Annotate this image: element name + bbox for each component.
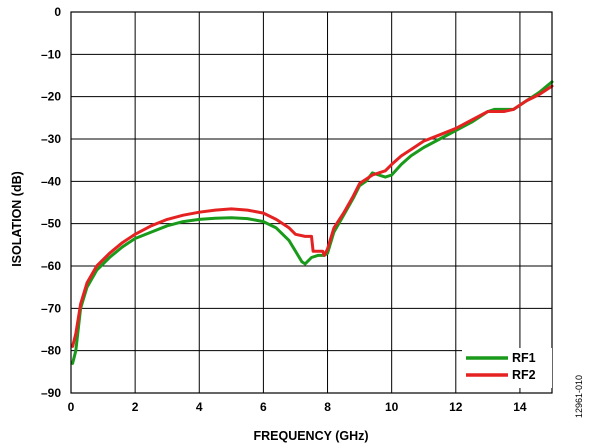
series-line-rf2 (71, 84, 554, 348)
plot-frame (70, 11, 553, 394)
x-tick-label: 8 (324, 400, 331, 414)
x-tick-label: 12 (449, 400, 463, 414)
y-tick-label: 0 (54, 5, 61, 19)
y-tick-label: –40 (41, 174, 61, 188)
legend-label-rf2: RF2 (512, 368, 536, 382)
y-tick-label: –10 (41, 47, 61, 61)
y-tick-label: –30 (41, 132, 61, 146)
y-tick-label: –60 (41, 259, 61, 273)
x-tick-label: 14 (513, 400, 527, 414)
y-tick-label: –80 (41, 344, 61, 358)
x-tick-label: 6 (260, 400, 267, 414)
legend: RF1 RF2 (462, 348, 552, 388)
x-axis-title: FREQUENCY (GHz) (253, 429, 368, 443)
y-tick-label: –90 (41, 386, 61, 400)
x-tick-label: 0 (68, 400, 75, 414)
legend-background (462, 348, 552, 388)
y-tick-label: –70 (41, 301, 61, 315)
x-tick-label: 2 (132, 400, 139, 414)
y-tick-label: –50 (41, 217, 61, 231)
y-axis-title: ISOLATION (dB) (10, 171, 24, 267)
y-tick-label: –20 (41, 90, 61, 104)
y-tick-labels: 0 –10 –20 –30 –40 –50 –60 –70 –80 –90 (41, 5, 61, 400)
x-tick-label: 10 (385, 400, 399, 414)
grid-lines (70, 11, 552, 394)
x-tick-label: 4 (196, 400, 203, 414)
legend-label-rf1: RF1 (512, 351, 536, 365)
series-line-rf1 (71, 80, 554, 365)
series-lines (71, 80, 554, 365)
x-tick-labels: 0 2 4 6 8 10 12 14 (68, 400, 527, 414)
figure-id: 12961-010 (574, 375, 584, 418)
